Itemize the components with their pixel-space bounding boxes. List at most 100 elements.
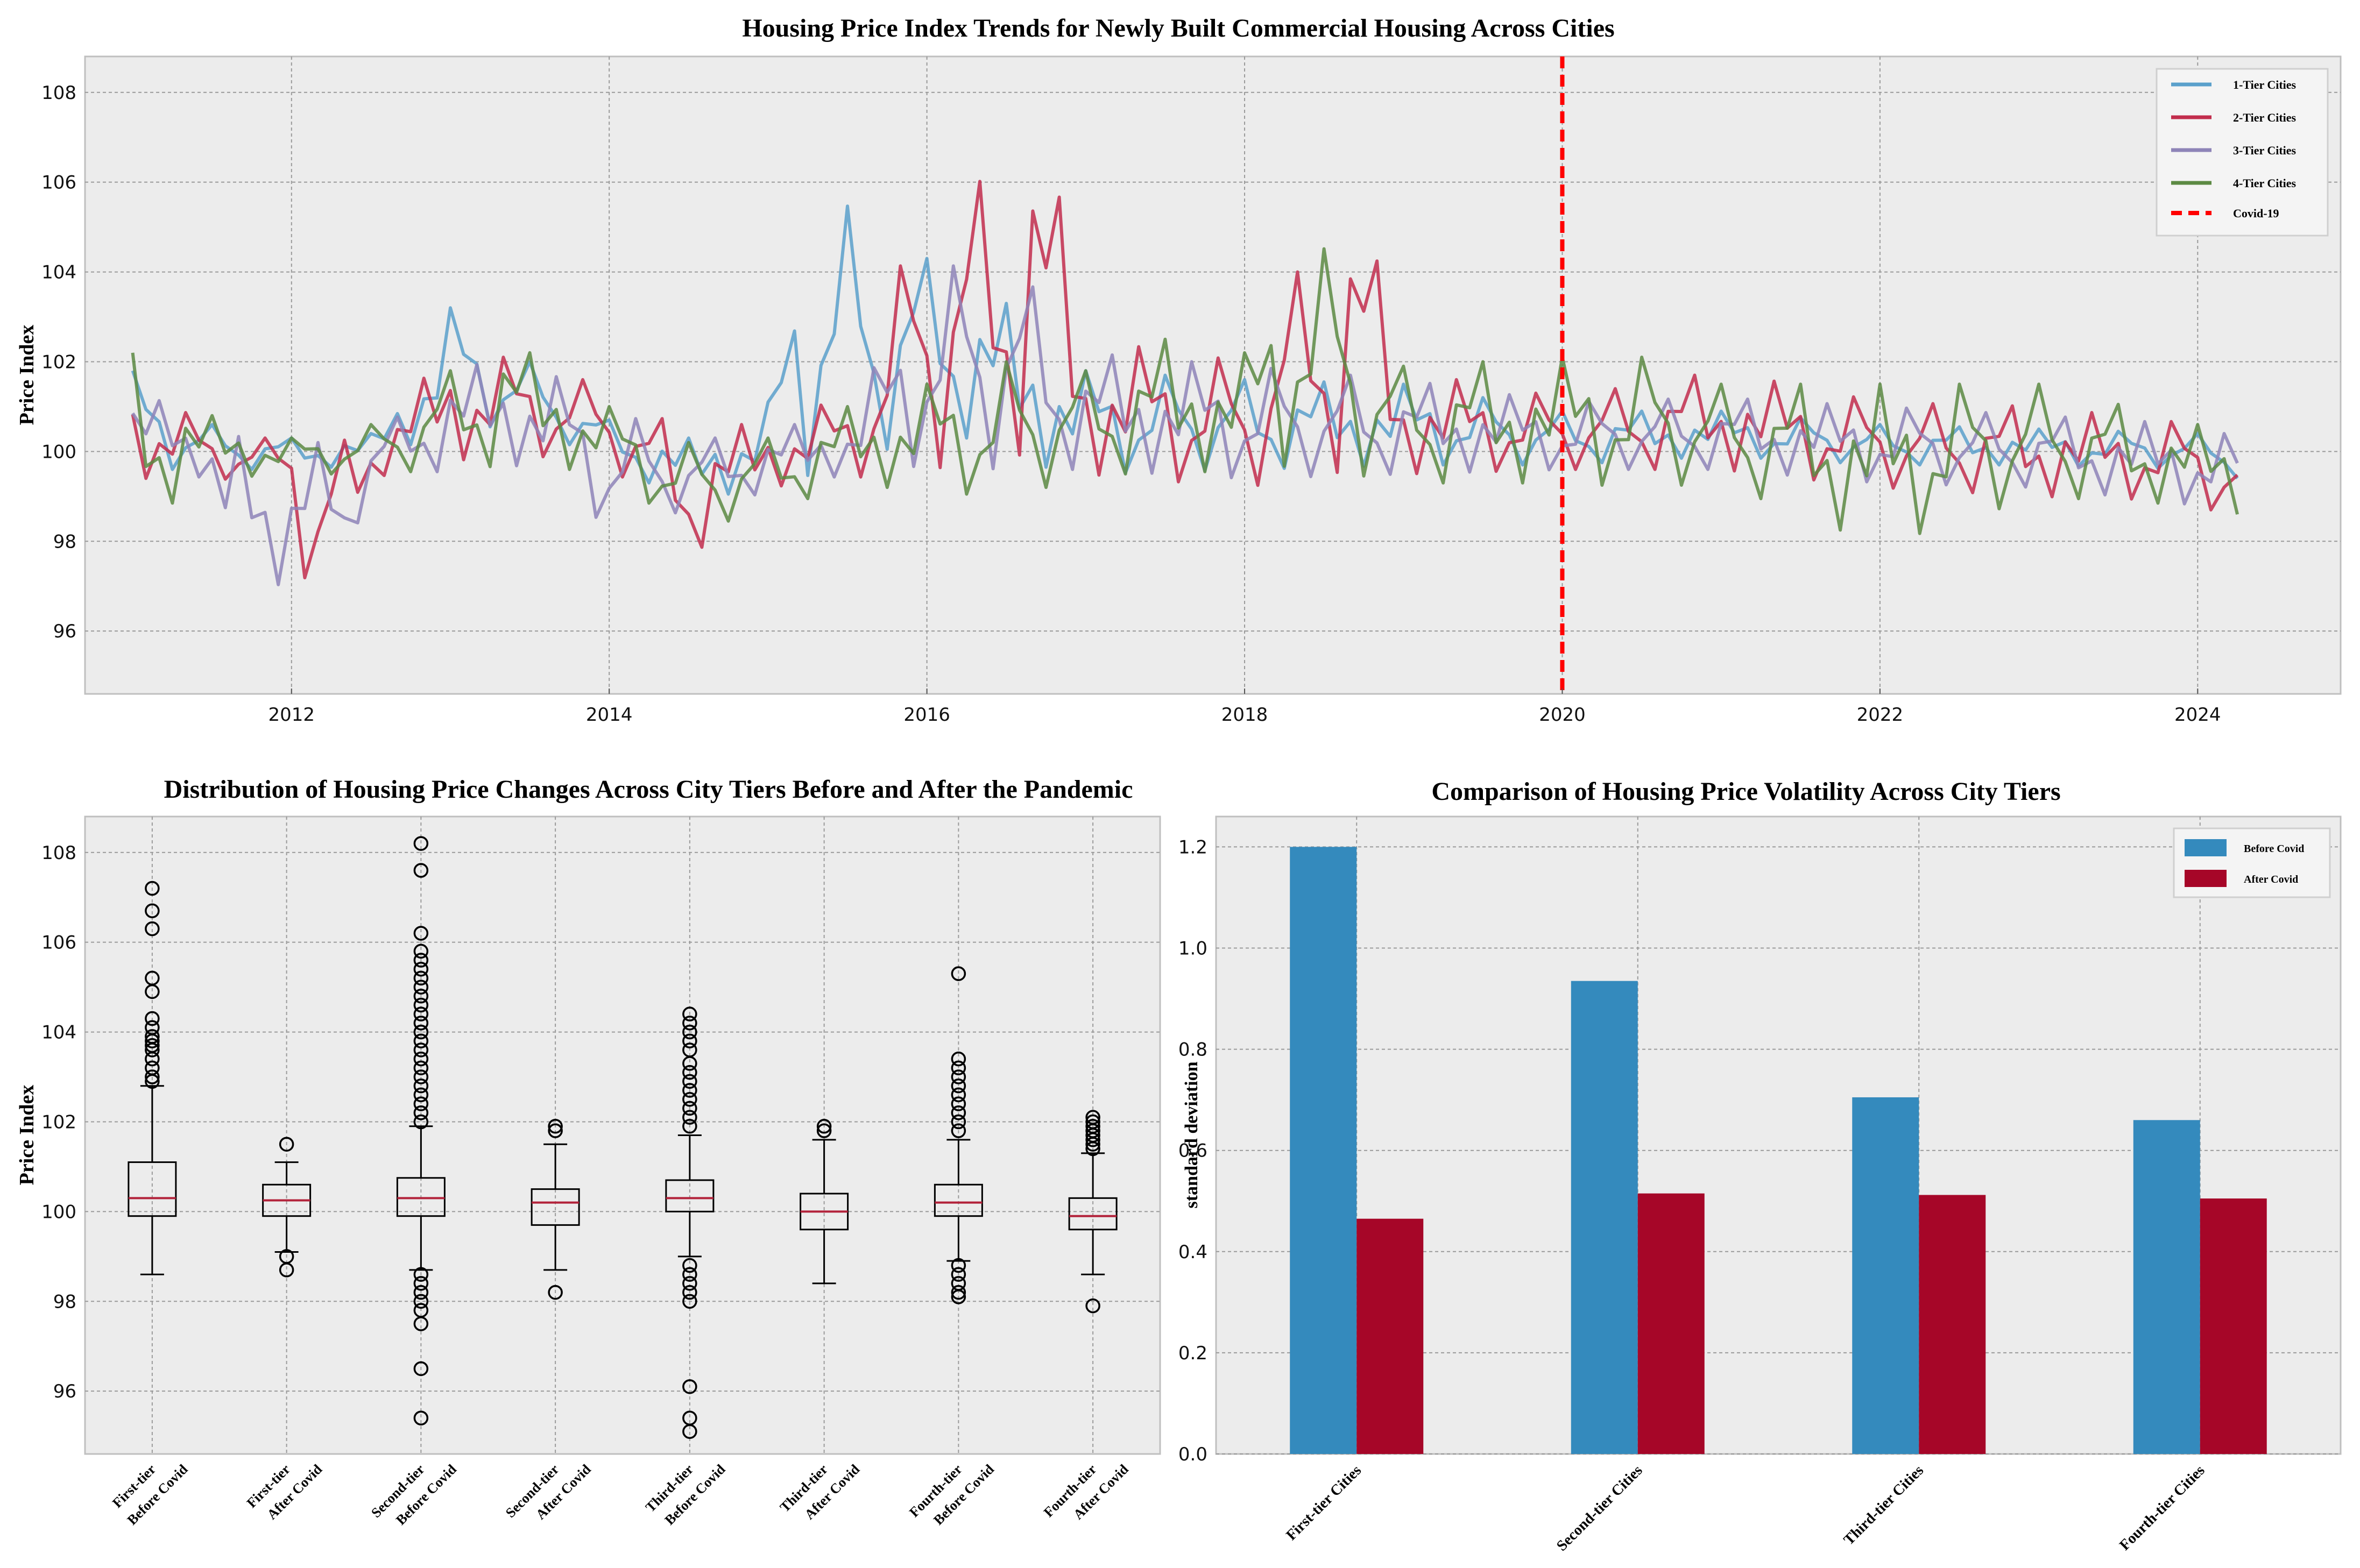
box-flier <box>951 1069 966 1084</box>
box-chart-ytick-label: 100 <box>41 1201 76 1223</box>
box-flier <box>413 1069 429 1084</box>
box-flier <box>951 1096 966 1111</box>
bar-chart-ytick-label: 0.0 <box>1178 1444 1207 1465</box>
box-flier <box>682 1083 697 1098</box>
line-chart-legend: 1-Tier Cities 2-Tier Cities 3-Tier Citie… <box>2156 68 2329 237</box>
box-flier <box>413 1294 429 1309</box>
line-chart-series-group <box>131 180 2239 586</box>
line-chart-title: Housing Price Index Trends for Newly Bui… <box>742 14 1614 42</box>
legend-label-after: After Covid <box>2244 874 2298 885</box>
legend-swatch-before <box>2185 839 2227 856</box>
box-flier <box>145 1074 160 1089</box>
box-flier <box>413 1006 429 1021</box>
line-chart-xtick-label: 2020 <box>1539 704 1586 726</box>
box-flier <box>1085 1137 1100 1152</box>
box-flier <box>682 1294 697 1309</box>
legend-swatch-after <box>2185 870 2227 887</box>
box-second-tier-before-covid <box>396 836 446 1425</box>
box-chart-panel: Distribution of Housing Price Changes Ac… <box>16 775 1161 1528</box>
bar-before-covid-third-tier-cities <box>1852 1097 1919 1454</box>
box-chart-title: Distribution of Housing Price Changes Ac… <box>164 775 1133 804</box>
box-third-tier-before-covid <box>665 1006 715 1439</box>
box-flier <box>413 970 429 986</box>
box-flier <box>951 1285 966 1300</box>
box-first-tier-after-covid <box>262 1137 312 1278</box>
bar-chart-ytick-label: 1.0 <box>1178 938 1207 960</box>
line-chart-ytick-label: 106 <box>41 172 76 194</box>
box-flier <box>413 997 429 1013</box>
box-flier <box>413 1267 429 1282</box>
line-chart-xtick-label: 2016 <box>903 704 950 726</box>
box-third-tier-after-covid <box>800 1119 849 1285</box>
box-flier <box>145 1051 160 1067</box>
box-flier <box>413 1114 429 1130</box>
line-series-3-tier-cities <box>131 264 2239 586</box>
bar-chart-panel: Comparison of Housing Price Volatility A… <box>1178 777 2342 1555</box>
box-flier <box>145 921 160 936</box>
box-flier <box>682 1101 697 1116</box>
box-flier <box>682 1267 697 1282</box>
box-flier <box>682 1285 697 1300</box>
bar-chart-ytick-label: 0.2 <box>1178 1343 1207 1364</box>
box-flier <box>413 989 429 1004</box>
bar-after-covid-third-tier-cities <box>1919 1195 1986 1454</box>
line-chart-xtick-label: 2022 <box>1857 704 1904 726</box>
box-fourth-tier-after-covid <box>1068 1110 1118 1314</box>
bar-after-covid-second-tier-cities <box>1637 1193 1705 1454</box>
bar-chart-ytick-label: 0.4 <box>1178 1241 1207 1263</box>
line-chart-xtick-label: 2018 <box>1221 704 1268 726</box>
bar-chart-ytick-label: 1.2 <box>1178 836 1207 858</box>
box-flier <box>682 1074 697 1089</box>
box-flier <box>413 1024 429 1040</box>
box-flier <box>413 1087 429 1103</box>
box-chart-ytick-label: 102 <box>41 1111 76 1133</box>
box-flier <box>413 1276 429 1291</box>
box-flier <box>279 1137 294 1152</box>
box-iqr <box>934 1183 983 1217</box>
bar-before-covid-fourth-tier-cities <box>2133 1120 2200 1454</box>
box-iqr <box>1068 1197 1118 1231</box>
bar-chart-bars <box>1290 847 2267 1454</box>
legend-label-before: Before Covid <box>2244 843 2304 855</box>
line-chart-ylabel: Price Index <box>16 325 38 425</box>
bar-before-covid-first-tier-cities <box>1290 847 1357 1454</box>
bar-chart-legend: Before Covid After Covid <box>2173 827 2331 898</box>
box-flier <box>413 1316 429 1331</box>
box-first-tier-before-covid <box>128 881 177 1275</box>
box-flier <box>145 881 160 896</box>
box-fourth-tier-before-covid <box>934 966 983 1304</box>
box-flier <box>413 1078 429 1094</box>
box-second-tier-after-covid <box>531 1119 580 1300</box>
box-flier <box>145 1033 160 1049</box>
legend-label-tier3: 3-Tier Cities <box>2233 144 2297 157</box>
box-iqr <box>128 1161 177 1217</box>
box-chart-grid <box>85 817 1160 1454</box>
bar-chart-y-ticks: 0.0 0.2 0.4 0.6 0.8 1.0 1.2 <box>1178 836 1207 1465</box>
box-flier <box>413 1361 429 1377</box>
box-iqr <box>396 1177 446 1217</box>
box-flier <box>145 903 160 918</box>
line-chart-axes-bg <box>84 55 2342 695</box>
box-flier <box>413 1051 429 1067</box>
box-flier <box>1085 1132 1100 1147</box>
box-iqr <box>531 1188 580 1226</box>
line-chart-ytick-label: 102 <box>41 351 76 373</box>
bar-chart-ylabel: standard deviation <box>1182 1061 1202 1208</box>
box-chart-ytick-label: 108 <box>41 842 76 864</box>
box-iqr <box>665 1179 715 1212</box>
legend-label-tier1: 1-Tier Cities <box>2233 78 2297 91</box>
box-flier <box>951 1078 966 1094</box>
box-flier <box>413 926 429 941</box>
box-flier <box>682 1033 697 1049</box>
box-flier <box>816 1119 832 1134</box>
line-chart-ytick-label: 98 <box>53 531 76 552</box>
line-chart-ytick-label: 100 <box>41 441 76 463</box>
box-chart-ytick-label: 104 <box>41 1022 76 1044</box>
box-flier <box>951 1258 966 1273</box>
box-flier <box>413 980 429 995</box>
line-chart-ytick-label: 96 <box>53 621 76 642</box>
box-flier <box>145 1011 160 1026</box>
box-flier <box>951 1289 966 1304</box>
legend-label-tier4: 4-Tier Cities <box>2233 176 2297 190</box>
box-flier <box>413 1105 429 1120</box>
